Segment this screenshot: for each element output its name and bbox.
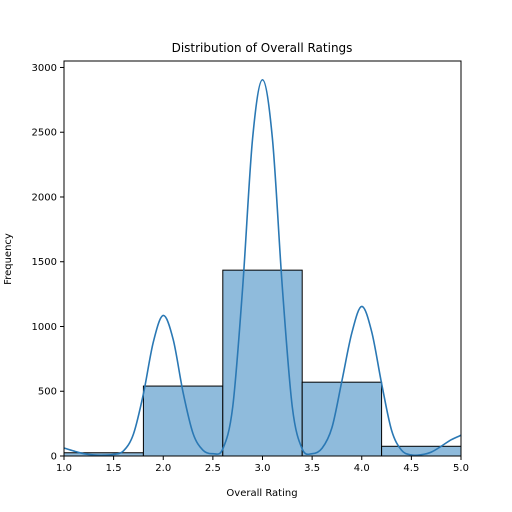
histogram-bar-4	[301, 381, 383, 457]
y-tick-label: 0	[51, 452, 57, 463]
x-tick-label: 4.5	[403, 463, 419, 474]
x-tick-label: 5.0	[453, 463, 469, 474]
y-tick-label: 1500	[32, 257, 57, 268]
x-tick-label: 2.5	[205, 463, 221, 474]
y-tick-label: 3000	[32, 63, 57, 74]
y-tick-label: 500	[38, 387, 57, 398]
x-tick-label: 1.0	[56, 463, 72, 474]
x-axis-label: Overall Rating	[226, 488, 297, 499]
x-tick-label: 3.5	[304, 463, 320, 474]
x-tick-label: 3.0	[255, 463, 271, 474]
x-tick-label: 4.0	[354, 463, 370, 474]
y-axis-label: Frequency	[3, 233, 14, 285]
bars-layer	[63, 269, 462, 457]
histogram-bar-2	[142, 385, 224, 457]
kde-line	[63, 78, 462, 457]
histogram-bar-3	[222, 269, 303, 457]
y-axis: 0 500 1000 1500 2000 2500 3000	[32, 63, 64, 463]
x-tick-label: 1.5	[106, 463, 122, 474]
y-tick-label: 1000	[32, 322, 57, 333]
y-tick-label: 2500	[32, 128, 57, 139]
kde-layer	[63, 78, 462, 457]
x-axis: 1.0 1.5 2.0 2.5 3.0 3.5 4.0 4.5 5.0	[56, 456, 469, 474]
y-tick-label: 2000	[32, 192, 57, 203]
chart-title: Distribution of Overall Ratings	[172, 41, 353, 55]
x-tick-label: 2.0	[155, 463, 171, 474]
